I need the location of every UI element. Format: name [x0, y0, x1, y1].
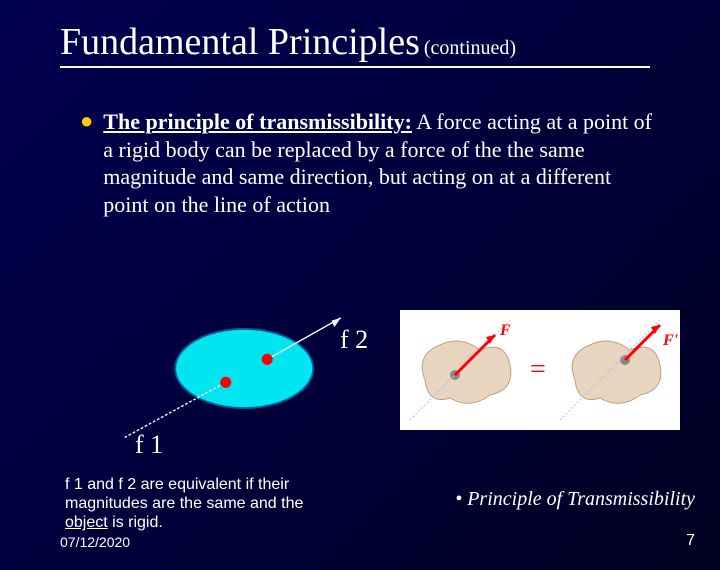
point-f1: [220, 377, 231, 388]
label-F: F: [499, 322, 511, 339]
bullet-block: ● The principle of transmissibility: A f…: [0, 68, 720, 218]
label-Fprime: F': [662, 332, 679, 349]
equivalent-text: f 1 and f 2 are equivalent if their magn…: [65, 475, 345, 533]
point-f2: [262, 354, 273, 365]
equiv-part3: is rigid.: [108, 514, 163, 531]
bullet-text: The principle of transmissibility: A for…: [103, 108, 660, 218]
bullet-marker: ●: [80, 108, 93, 134]
slide-title: Fundamental Principles: [60, 21, 420, 63]
equals-sign: =: [530, 354, 546, 385]
rigid-body-ellipse: [175, 329, 313, 408]
slide-date: 07/12/2020: [60, 534, 130, 550]
transmissibility-figure: F = F': [400, 310, 680, 430]
equiv-part2: object: [65, 514, 108, 531]
principle-caption: • Principle of Transmissibility: [455, 488, 695, 511]
ellipse-diagram: [120, 310, 350, 450]
label-f1: f 1: [135, 430, 163, 460]
equiv-part1: f 1 and f 2 are equivalent if their magn…: [65, 476, 303, 512]
figure-svg: F = F': [400, 310, 680, 430]
slide-subtitle: (continued): [424, 37, 516, 59]
label-f2: f 2: [340, 325, 368, 355]
diagram-area: f 2 f 1 F = F': [80, 310, 680, 470]
page-number: 7: [686, 532, 695, 550]
bullet-heading: The principle of transmissibility:: [103, 109, 412, 134]
